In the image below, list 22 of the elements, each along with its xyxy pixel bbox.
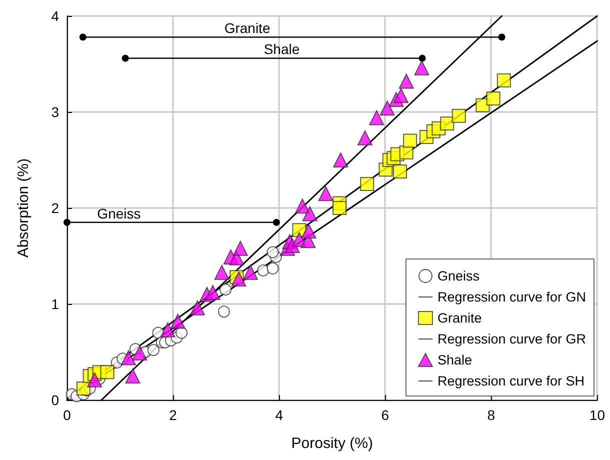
y-axis-title: Absorption (%) bbox=[15, 158, 32, 258]
y-tick-label: 0 bbox=[51, 392, 60, 408]
y-tick-label: 1 bbox=[51, 296, 60, 312]
x-tick-label: 6 bbox=[381, 407, 390, 423]
annotation: Gneiss bbox=[97, 205, 141, 222]
legend-label: Regression curve for GN bbox=[437, 290, 586, 304]
x-tick-label: 8 bbox=[487, 407, 496, 423]
legend-label: Regression curve for GR bbox=[437, 332, 586, 346]
y-tick-label: 2 bbox=[51, 200, 60, 216]
legend-label: Granite bbox=[437, 310, 482, 326]
x-tick-label: 10 bbox=[589, 407, 606, 423]
x-axis-title: Porosity (%) bbox=[291, 435, 373, 452]
annotation: Shale bbox=[264, 41, 300, 58]
x-tick-label: 2 bbox=[169, 407, 178, 423]
x-tick-label: 4 bbox=[275, 407, 284, 423]
x-tick-label: 0 bbox=[63, 407, 72, 423]
legend-label: Regression curve for SH bbox=[437, 374, 585, 388]
y-tick-label: 3 bbox=[51, 104, 60, 120]
legend-label: Gneiss bbox=[437, 268, 480, 284]
legend-label: Shale bbox=[437, 352, 472, 368]
y-tick-label: 4 bbox=[51, 8, 60, 24]
annotation: Granite bbox=[224, 20, 270, 36]
